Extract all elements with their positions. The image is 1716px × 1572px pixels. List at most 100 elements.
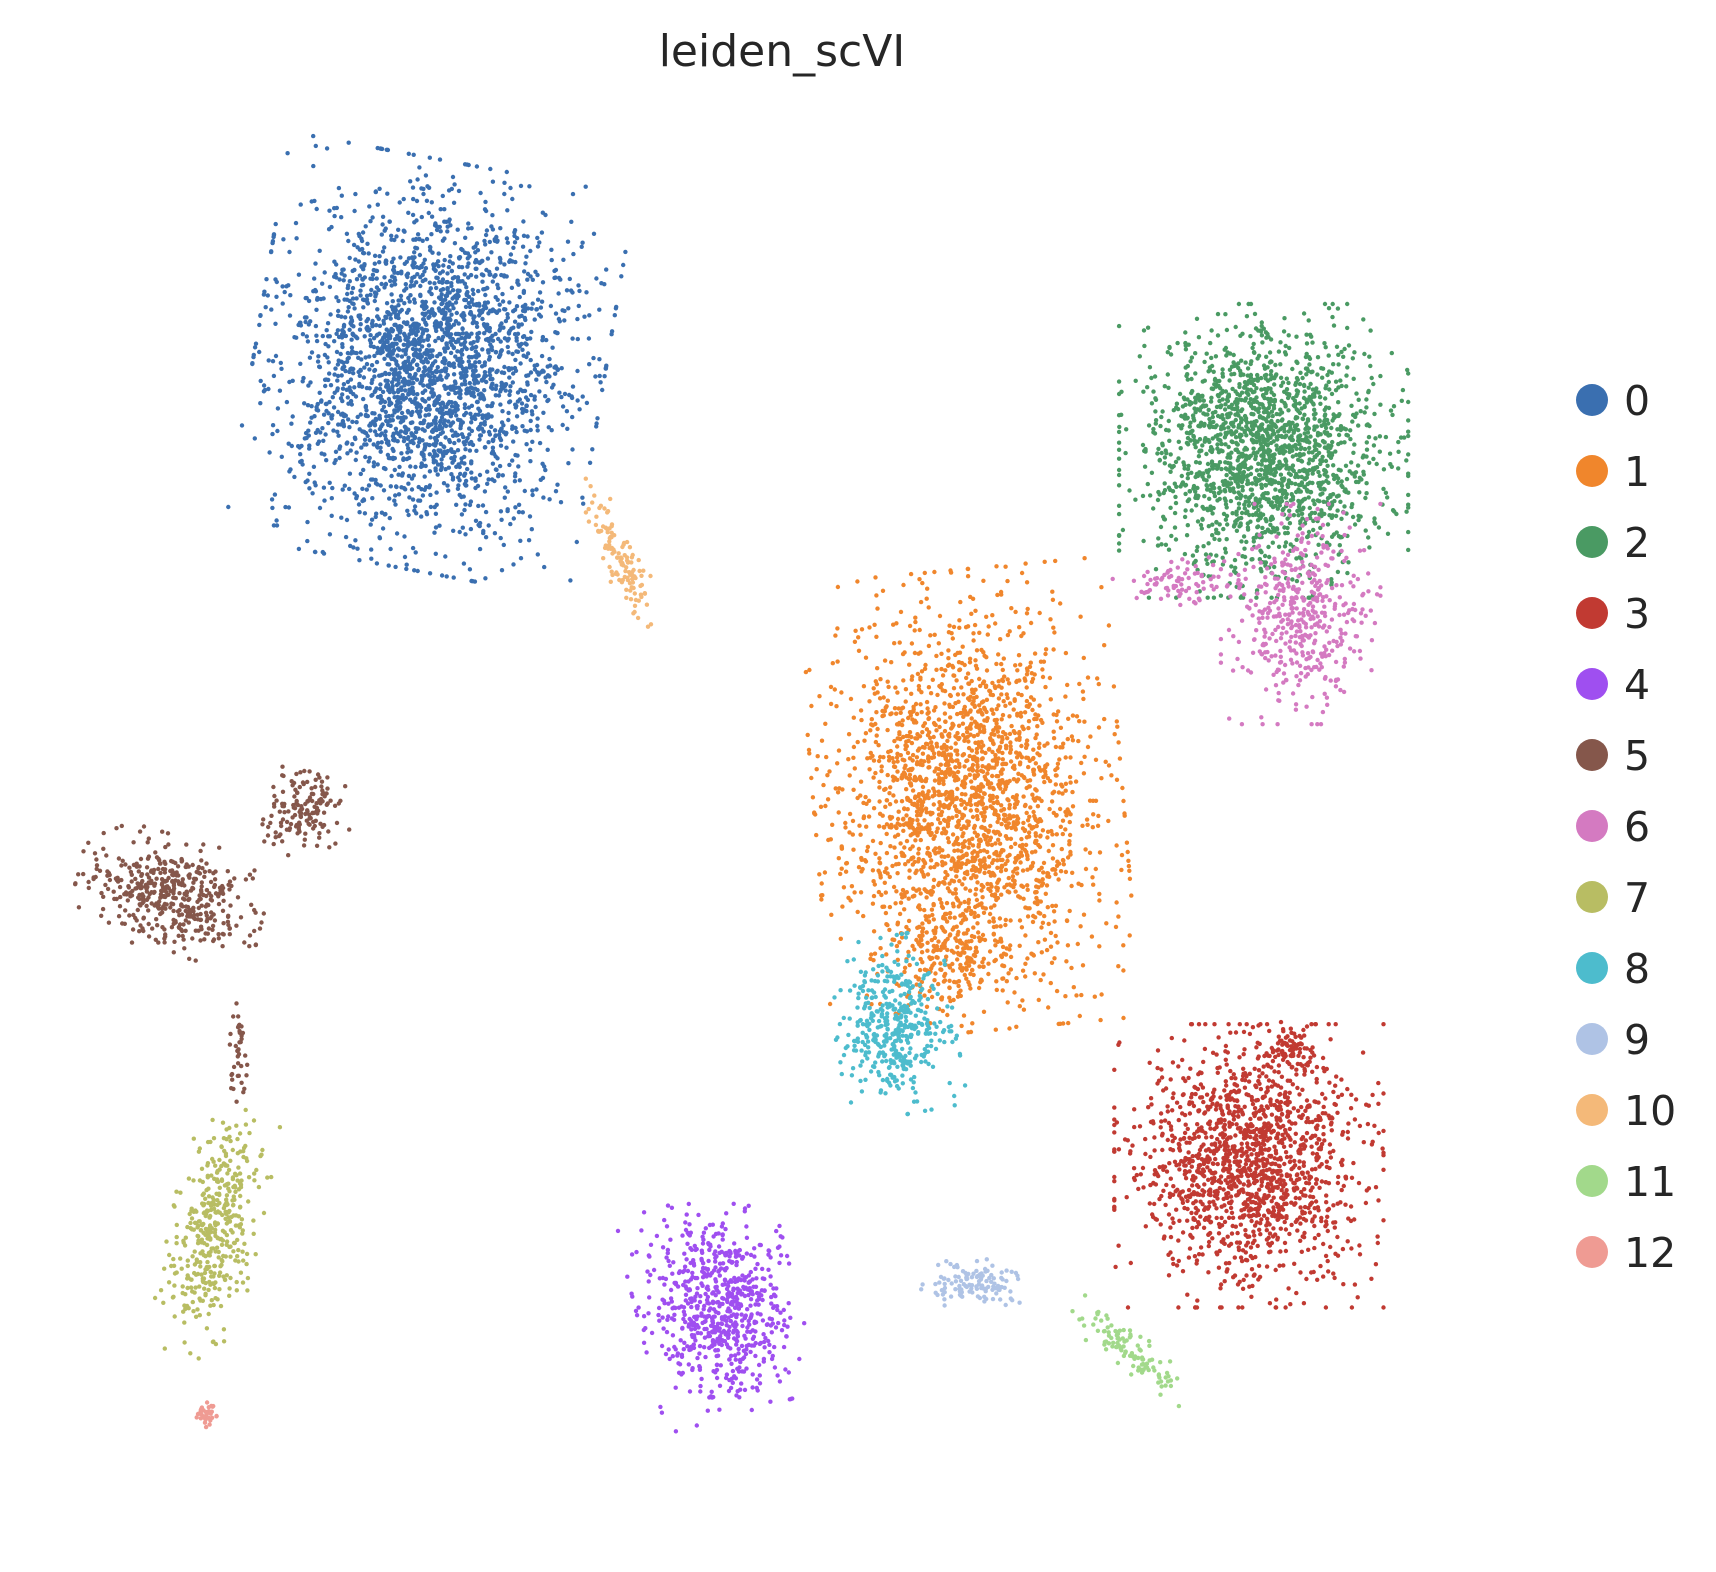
point-cluster-1 <box>934 766 939 771</box>
point-cluster-1 <box>968 808 973 813</box>
point-cluster-0 <box>341 267 346 272</box>
point-cluster-1 <box>911 886 916 891</box>
point-cluster-0 <box>414 280 419 285</box>
point-cluster-0 <box>396 298 401 303</box>
point-cluster-1 <box>1009 723 1014 729</box>
point-cluster-0 <box>477 520 483 526</box>
point-cluster-1 <box>819 881 824 886</box>
point-cluster-0 <box>435 434 440 439</box>
point-cluster-1 <box>922 967 928 972</box>
point-cluster-0 <box>503 318 509 324</box>
point-cluster-0 <box>450 174 456 180</box>
point-cluster-1 <box>1104 921 1109 926</box>
point-cluster-1 <box>1040 674 1046 680</box>
point-cluster-0 <box>344 441 349 446</box>
point-cluster-0 <box>497 463 503 469</box>
point-cluster-0 <box>403 425 408 430</box>
point-cluster-0 <box>390 351 395 356</box>
point-cluster-1 <box>933 971 938 976</box>
point-cluster-1 <box>904 838 910 844</box>
point-cluster-1 <box>981 1009 987 1014</box>
point-cluster-0 <box>467 311 473 316</box>
point-cluster-0 <box>490 213 495 218</box>
point-cluster-1 <box>877 824 882 829</box>
point-cluster-0 <box>292 335 297 340</box>
point-cluster-1 <box>893 799 899 804</box>
point-cluster-1 <box>887 802 893 807</box>
point-cluster-1 <box>861 814 867 819</box>
point-cluster-0 <box>553 371 558 376</box>
point-cluster-0 <box>470 345 476 350</box>
point-cluster-0 <box>326 334 331 339</box>
point-cluster-0 <box>368 522 373 527</box>
point-cluster-0 <box>528 248 533 254</box>
point-cluster-0 <box>445 290 450 296</box>
point-cluster-0 <box>466 261 471 266</box>
point-cluster-1 <box>928 812 933 817</box>
point-cluster-0 <box>456 483 461 488</box>
point-cluster-1 <box>1024 580 1030 585</box>
point-cluster-1 <box>922 818 927 823</box>
point-cluster-0 <box>393 367 398 372</box>
point-cluster-1 <box>903 743 908 748</box>
point-cluster-0 <box>372 367 378 373</box>
point-cluster-0 <box>281 237 286 242</box>
point-cluster-0 <box>385 339 390 345</box>
point-cluster-0 <box>358 350 363 355</box>
point-cluster-1 <box>940 734 945 739</box>
point-cluster-1 <box>1024 810 1029 816</box>
point-cluster-0 <box>594 276 599 281</box>
point-cluster-0 <box>529 527 534 532</box>
point-cluster-0 <box>326 420 331 426</box>
point-cluster-1 <box>1003 813 1008 818</box>
point-cluster-1 <box>961 692 966 697</box>
point-cluster-0 <box>393 426 399 431</box>
point-cluster-0 <box>564 409 570 414</box>
point-cluster-0 <box>562 391 568 397</box>
point-cluster-1 <box>873 851 878 856</box>
point-cluster-0 <box>440 298 446 303</box>
point-cluster-0 <box>510 196 515 202</box>
point-cluster-0 <box>472 314 477 319</box>
point-cluster-0 <box>334 295 339 300</box>
point-cluster-0 <box>321 438 326 443</box>
point-cluster-0 <box>409 279 414 284</box>
point-cluster-1 <box>1030 792 1035 797</box>
point-cluster-1 <box>906 949 911 955</box>
point-cluster-0 <box>435 323 440 328</box>
point-cluster-1 <box>954 895 959 901</box>
point-cluster-0 <box>367 367 372 372</box>
point-cluster-0 <box>448 423 453 428</box>
point-cluster-1 <box>971 925 976 930</box>
point-cluster-1 <box>991 711 996 716</box>
point-cluster-1 <box>978 837 983 842</box>
point-cluster-1 <box>946 759 951 764</box>
point-cluster-1 <box>1037 741 1042 746</box>
point-cluster-0 <box>517 478 522 483</box>
point-cluster-0 <box>352 385 357 390</box>
point-cluster-0 <box>267 450 272 455</box>
point-cluster-1 <box>970 1021 975 1026</box>
point-cluster-0 <box>479 426 485 431</box>
point-cluster-1 <box>887 824 892 830</box>
point-cluster-0 <box>399 387 404 393</box>
point-cluster-0 <box>443 410 449 416</box>
point-cluster-0 <box>396 227 401 232</box>
point-cluster-0 <box>345 379 351 385</box>
point-cluster-1 <box>843 820 848 826</box>
point-cluster-0 <box>409 476 415 481</box>
point-cluster-1 <box>946 656 951 661</box>
point-cluster-1 <box>959 862 964 867</box>
point-cluster-0 <box>575 398 580 403</box>
point-cluster-0 <box>357 373 362 378</box>
point-cluster-1 <box>885 679 890 684</box>
point-cluster-1 <box>999 953 1004 958</box>
point-cluster-0 <box>528 427 533 433</box>
point-cluster-1 <box>1040 920 1046 925</box>
point-cluster-1 <box>934 829 939 835</box>
point-cluster-0 <box>417 498 423 503</box>
point-cluster-0 <box>493 349 499 355</box>
point-cluster-0 <box>433 359 438 364</box>
point-cluster-0 <box>423 463 428 469</box>
